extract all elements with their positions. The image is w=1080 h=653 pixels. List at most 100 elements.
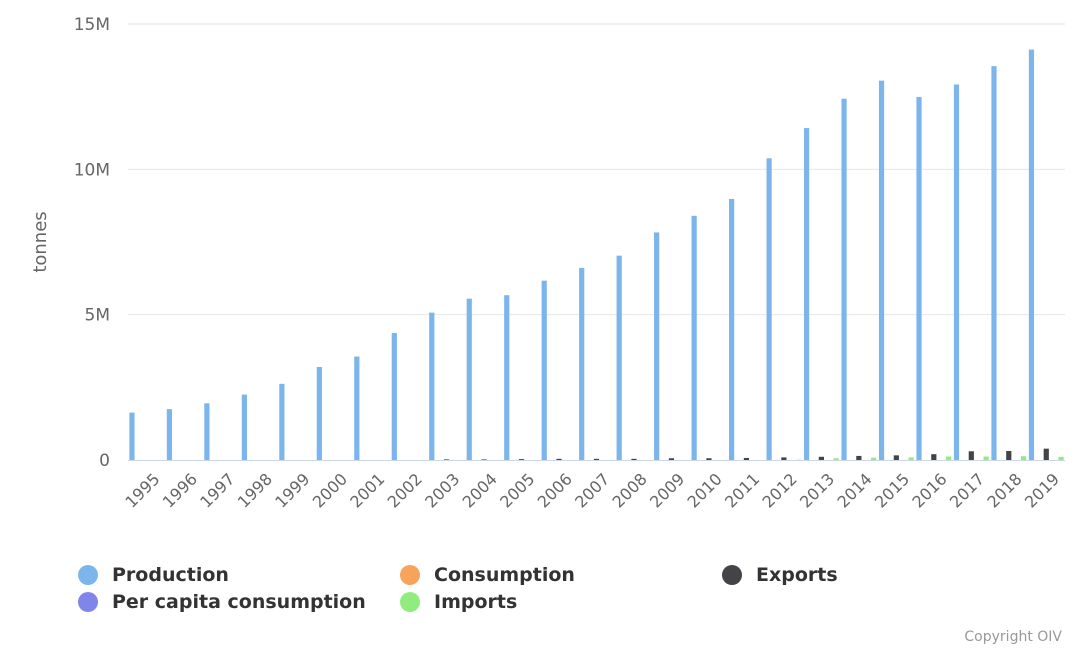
legend-marker-icon (78, 565, 98, 585)
bar-production-2017[interactable] (953, 84, 960, 460)
bar-production-2000[interactable] (316, 366, 322, 460)
bar-imports-2019[interactable] (1058, 456, 1064, 460)
bar-exports-2005[interactable] (518, 459, 525, 460)
x-tick-label: 1999 (271, 469, 313, 511)
x-tick-label: 2015 (871, 469, 913, 511)
bar-exports-2008[interactable] (631, 458, 637, 460)
y-tick-label: 15M (74, 15, 110, 35)
bar-production-2013[interactable] (803, 128, 810, 461)
legend-marker-icon (722, 565, 742, 585)
bar-exports-2016[interactable] (931, 454, 937, 460)
bar-exports-2015[interactable] (893, 455, 899, 460)
bar-production-1997[interactable] (204, 403, 210, 460)
x-tick-label: 2009 (646, 469, 688, 511)
x-tick-label: 2012 (759, 469, 801, 511)
bars (129, 49, 1064, 461)
x-tick-label: 2002 (384, 469, 426, 511)
y-tick-label: 0 (99, 451, 110, 471)
x-tick-label: 2019 (1021, 469, 1063, 511)
bar-production-2012[interactable] (766, 158, 772, 460)
bar-production-2001[interactable] (354, 356, 360, 460)
bar-exports-2003[interactable] (443, 459, 450, 460)
bar-exports-2006[interactable] (556, 458, 562, 460)
bar-exports-2004[interactable] (481, 459, 487, 460)
bar-production-2007[interactable] (579, 267, 585, 460)
legend-item-production[interactable]: Production (78, 562, 229, 588)
y-tick-label: 5M (85, 306, 110, 326)
bar-exports-2018[interactable] (1006, 450, 1012, 460)
bar-exports-2010[interactable] (706, 458, 712, 460)
bar-imports-2017[interactable] (983, 456, 989, 460)
x-tick-label: 2008 (609, 469, 651, 511)
bar-production-1999[interactable] (279, 383, 285, 460)
legend-label: Consumption (434, 564, 575, 586)
x-tick-label: 2003 (421, 469, 463, 511)
bar-production-2011[interactable] (729, 198, 735, 461)
x-tick-label: 1997 (196, 469, 238, 511)
x-tick-label: 1995 (121, 469, 163, 511)
bar-production-2004[interactable] (466, 298, 472, 460)
legend-item-imports[interactable]: Imports (400, 589, 517, 615)
bar-imports-2014[interactable] (871, 457, 877, 460)
legend-item-exports[interactable]: Exports (722, 562, 838, 588)
x-tick-label: 2006 (534, 469, 576, 511)
bar-production-2015[interactable] (878, 80, 885, 461)
bar-imports-2016[interactable] (946, 456, 952, 460)
bar-production-1998[interactable] (241, 394, 247, 460)
bar-exports-2017[interactable] (968, 451, 974, 460)
bar-exports-2019[interactable] (1043, 448, 1049, 460)
bar-exports-2011[interactable] (743, 457, 750, 460)
bar-production-2010[interactable] (691, 215, 697, 460)
legend-marker-icon (400, 592, 420, 612)
x-tick-label: 2016 (908, 469, 950, 511)
y-tick-label: 10M (74, 160, 110, 180)
legend-marker-icon (400, 565, 420, 585)
bar-exports-2012[interactable] (781, 457, 787, 460)
bar-production-2006[interactable] (541, 280, 547, 460)
x-tick-label: 2001 (346, 469, 388, 511)
grid-lines (128, 23, 1065, 316)
chart-plot: 0 5M 10M 15M tonnes 19951996199719981999200… (30, 15, 1065, 512)
x-tick-label: 2000 (309, 469, 351, 511)
x-tick-label: 2004 (459, 469, 501, 511)
y-axis-ticks: 0 5M 10M 15M (74, 15, 110, 471)
bar-production-1996[interactable] (166, 409, 173, 460)
bar-production-2014[interactable] (841, 98, 847, 461)
x-tick-label: 1998 (234, 469, 276, 511)
bar-imports-2013[interactable] (833, 458, 839, 460)
bar-production-2002[interactable] (391, 332, 397, 460)
bar-production-2018[interactable] (991, 66, 997, 460)
bar-imports-2018[interactable] (1020, 456, 1027, 460)
bar-production-1995[interactable] (129, 412, 135, 460)
bar-production-2008[interactable] (616, 255, 622, 460)
bar-production-2005[interactable] (504, 295, 510, 460)
bar-production-2003[interactable] (429, 312, 435, 460)
y-axis-label: tonnes (30, 211, 51, 272)
legend-marker-icon (78, 592, 98, 612)
legend-label: Imports (434, 591, 518, 613)
x-tick-label: 2007 (571, 469, 613, 511)
legend-item-consumption[interactable]: Consumption (400, 562, 575, 588)
x-tick-label: 2011 (721, 469, 763, 511)
legend-item-per-capita-consumption[interactable]: Per capita consumption (78, 589, 366, 615)
x-tick-label: 2005 (496, 469, 538, 511)
bar-imports-2015[interactable] (908, 457, 914, 460)
x-tick-label: 2017 (946, 469, 988, 511)
legend: Production Consumption Exports Per capita c… (0, 558, 1080, 628)
x-tick-label: 2018 (983, 469, 1025, 511)
credits[interactable]: Copyright OIV (964, 629, 1062, 645)
bar-exports-2009[interactable] (668, 458, 675, 460)
x-tick-label: 2014 (833, 469, 875, 511)
legend-label: Per capita consumption (112, 591, 366, 613)
legend-label: Production (112, 564, 229, 586)
bar-production-2019[interactable] (1028, 49, 1035, 460)
x-tick-label: 2013 (796, 469, 838, 511)
bar-exports-2013[interactable] (818, 456, 824, 460)
bar-production-2009[interactable] (654, 232, 660, 460)
bar-production-2016[interactable] (916, 96, 922, 460)
bar-exports-2007[interactable] (593, 458, 600, 460)
x-tick-label: 2010 (684, 469, 726, 511)
x-axis-ticks: 1995199619971998199920002001200220032004… (121, 469, 1063, 511)
bar-exports-2014[interactable] (856, 455, 862, 460)
legend-label: Exports (756, 564, 838, 586)
